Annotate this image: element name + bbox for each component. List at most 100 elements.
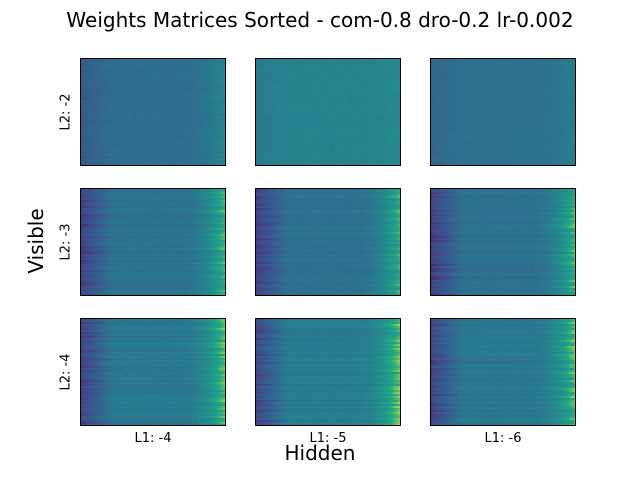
heatmap-cell — [340, 82, 343, 85]
heatmap-cell — [209, 136, 212, 139]
heatmap-cell — [94, 128, 98, 131]
heatmap-cell — [384, 72, 387, 75]
heatmap-cell — [277, 74, 281, 77]
heatmap-cell — [182, 112, 185, 115]
heatmap-cell — [305, 86, 308, 89]
heatmap-cell — [334, 86, 337, 89]
heatmap-cell — [82, 100, 85, 103]
heatmap-cell — [365, 68, 369, 71]
heatmap-cell — [132, 64, 135, 67]
heatmap-cell — [82, 146, 85, 149]
heatmap-cell — [165, 80, 168, 83]
heatmap-cell — [180, 124, 183, 127]
heatmap-cell — [171, 90, 175, 93]
heatmap-cell — [155, 136, 158, 139]
heatmap-cell — [369, 70, 373, 73]
heatmap-cell — [111, 162, 114, 165]
heatmap-cell — [321, 80, 325, 83]
heatmap-cell — [123, 74, 127, 77]
heatmap-cell — [223, 92, 226, 95]
heatmap-cell — [109, 148, 112, 151]
heatmap-cell — [311, 74, 314, 77]
heatmap-cell — [213, 100, 216, 103]
heatmap-cell — [373, 76, 377, 79]
heatmap-cell — [125, 118, 129, 121]
heatmap-cell — [203, 78, 206, 81]
heatmap-cell — [153, 82, 156, 85]
heatmap-cell — [132, 148, 135, 151]
heatmap-cell — [92, 104, 95, 107]
heatmap-cell — [127, 126, 131, 129]
heatmap-cell — [96, 152, 100, 155]
heatmap-cell — [178, 158, 181, 161]
heatmap-cell — [375, 84, 379, 87]
heatmap-cell — [88, 68, 91, 71]
heatmap-cell — [115, 88, 118, 91]
heatmap-cell — [203, 142, 206, 145]
heatmap-cell — [88, 118, 91, 121]
heatmap-cell — [90, 132, 93, 135]
heatmap-cell — [82, 156, 85, 159]
heatmap-cell — [257, 80, 260, 83]
heatmap-cell — [292, 68, 296, 71]
heatmap-cell — [207, 106, 210, 109]
heatmap-cell — [84, 106, 87, 109]
heatmap-cell — [294, 88, 298, 91]
heatmap-cell — [171, 106, 175, 109]
heatmap-cell — [267, 68, 270, 71]
heatmap-cell — [102, 78, 106, 81]
heatmap-cell — [132, 76, 135, 79]
heatmap-cell — [167, 70, 171, 73]
heatmap-cell — [136, 150, 139, 153]
heatmap-cell — [111, 112, 114, 115]
heatmap-cell — [109, 96, 112, 99]
heatmap-cell — [82, 148, 85, 151]
heatmap-cell — [342, 78, 346, 81]
heatmap-cell — [190, 104, 194, 107]
heatmap-cell — [157, 68, 160, 71]
heatmap-cell — [384, 84, 387, 87]
heatmap-cell — [117, 60, 121, 63]
heatmap-cell — [150, 148, 154, 151]
heatmap-cell — [386, 72, 389, 75]
heatmap-cell — [344, 74, 348, 77]
heatmap-cell — [340, 60, 343, 63]
heatmap-cell — [80, 158, 83, 161]
heatmap-cell — [80, 140, 83, 143]
heatmap-cell — [219, 60, 223, 63]
heatmap-cell — [323, 62, 327, 65]
heatmap-cell — [132, 122, 135, 125]
heatmap-cell — [157, 110, 160, 113]
heatmap-cell — [188, 82, 191, 85]
heatmap-cell — [105, 68, 108, 71]
heatmap-cell — [127, 122, 131, 125]
heatmap-cell — [148, 112, 152, 115]
heatmap-cell — [136, 130, 139, 133]
heatmap-cell — [132, 158, 135, 161]
heatmap-cell — [115, 72, 118, 75]
heatmap-cell — [223, 110, 226, 113]
heatmap-cell — [178, 124, 181, 127]
heatmap-cell — [290, 68, 293, 71]
heatmap-cell — [221, 138, 225, 141]
heatmap-cell — [123, 138, 127, 141]
heatmap-cell — [290, 72, 293, 75]
heatmap-cell — [121, 58, 125, 61]
heatmap-cell — [138, 128, 141, 131]
heatmap-cell — [280, 90, 283, 93]
heatmap-cell — [171, 86, 175, 89]
heatmap-cell — [269, 60, 273, 63]
heatmap-cell — [192, 86, 196, 89]
heatmap-cell — [94, 160, 98, 163]
heatmap-cell — [213, 146, 216, 149]
heatmap-cell — [132, 110, 135, 113]
heatmap-cell — [180, 94, 183, 97]
heatmap-cell — [144, 94, 148, 97]
heatmap-cell — [361, 84, 364, 87]
heatmap-cell — [280, 72, 283, 75]
heatmap-cell — [132, 150, 135, 153]
heatmap-cell — [86, 76, 89, 79]
heatmap-cell — [105, 128, 108, 131]
heatmap-cell — [198, 66, 202, 69]
heatmap-cell — [169, 88, 173, 91]
